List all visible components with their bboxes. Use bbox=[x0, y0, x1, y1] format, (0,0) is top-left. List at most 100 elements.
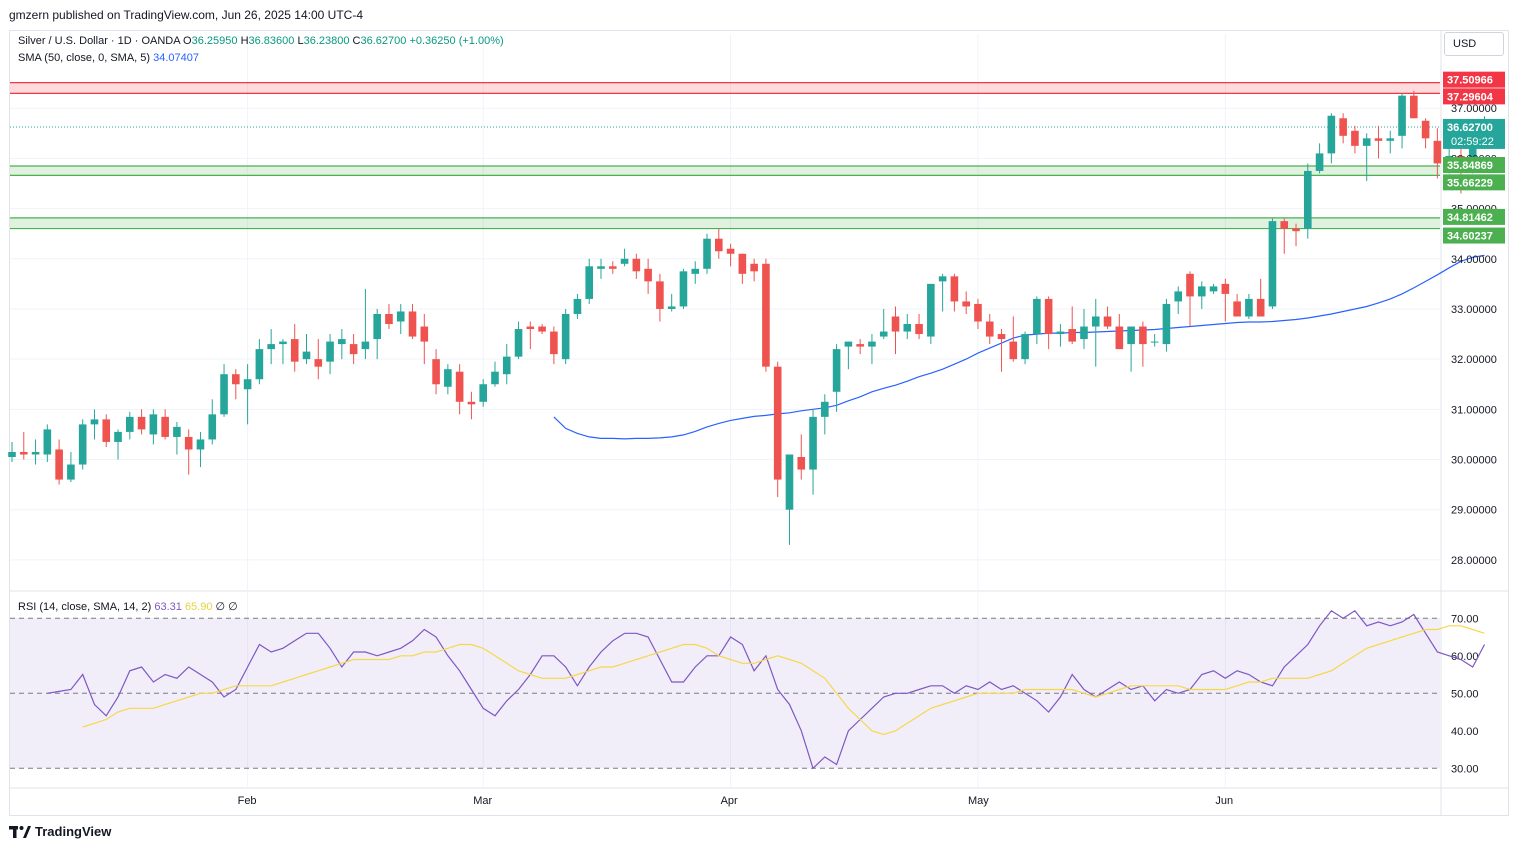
candle-up bbox=[1245, 298, 1253, 317]
candle-up bbox=[67, 464, 75, 480]
candle-down bbox=[161, 416, 169, 437]
candle-down bbox=[644, 268, 652, 282]
candle-up bbox=[703, 238, 711, 269]
candle-down bbox=[915, 324, 923, 335]
candle-up bbox=[149, 414, 158, 435]
candle-up bbox=[1327, 115, 1336, 154]
rsi-extra: ∅ ∅ bbox=[215, 601, 238, 613]
candle-up bbox=[1080, 326, 1088, 340]
candle-down bbox=[608, 266, 617, 269]
candle-up bbox=[1468, 143, 1477, 161]
candle-up bbox=[903, 324, 912, 332]
candle-up bbox=[573, 298, 582, 314]
candle-up bbox=[243, 379, 252, 390]
candle-down bbox=[1221, 283, 1230, 294]
candle-down bbox=[1292, 228, 1300, 232]
candle-down bbox=[1280, 221, 1289, 229]
candle-up bbox=[597, 266, 605, 269]
time-axis-label: Feb bbox=[238, 795, 257, 807]
rsi-axis-tick: 50.00 bbox=[1451, 688, 1479, 700]
candle-up bbox=[43, 429, 52, 455]
candle-down bbox=[738, 253, 747, 274]
rsi-axis-tick: 40.00 bbox=[1451, 726, 1479, 738]
candle-up bbox=[514, 329, 523, 357]
candle-up bbox=[938, 276, 947, 282]
candle-up bbox=[1268, 221, 1277, 307]
resistance-top-label: 37.50966 bbox=[1447, 75, 1493, 87]
candle-up bbox=[114, 431, 122, 442]
tradingview-logo-icon bbox=[9, 825, 31, 838]
candle-down bbox=[55, 449, 63, 480]
candle-down bbox=[985, 321, 994, 337]
sma-50-line bbox=[553, 254, 1485, 440]
resistance-zone bbox=[10, 82, 1440, 94]
candle-down bbox=[1186, 273, 1194, 297]
candle-down bbox=[1339, 118, 1347, 136]
support-zone bbox=[10, 166, 1440, 176]
low-value: 36.23800 bbox=[303, 35, 350, 47]
candle-up bbox=[679, 271, 688, 307]
candle-down bbox=[1009, 341, 1018, 360]
rsi-legend: RSI (14, close, SMA, 14, 2) 63.31 65.90 … bbox=[18, 600, 238, 613]
price-axis-tick: 28.00000 bbox=[1451, 555, 1497, 567]
currency-selector[interactable]: USD bbox=[1444, 32, 1504, 56]
candle-up bbox=[338, 339, 346, 345]
candle-up bbox=[821, 401, 829, 417]
candle-up bbox=[267, 344, 275, 350]
candle-down bbox=[232, 374, 240, 385]
resistance-top-label-bg bbox=[1443, 71, 1505, 88]
candle-down bbox=[137, 416, 146, 430]
candle-up bbox=[373, 313, 381, 340]
candle-up bbox=[620, 258, 629, 264]
resistance-bottom-label: 37.29604 bbox=[1447, 91, 1494, 103]
candle-down bbox=[750, 263, 758, 272]
rsi-axis-tick: 30.00 bbox=[1451, 763, 1479, 775]
candle-down bbox=[1256, 298, 1265, 317]
high-value: 36.83600 bbox=[248, 35, 295, 47]
support-zone bbox=[10, 217, 1440, 229]
symbol-title: Silver / U.S. Dollar · 1D · OANDA bbox=[18, 35, 180, 47]
open-value: 36.25950 bbox=[191, 35, 238, 47]
candle-down bbox=[797, 457, 806, 470]
candle-up bbox=[785, 454, 794, 510]
candle-down bbox=[314, 359, 323, 367]
candle-up bbox=[326, 341, 334, 362]
candle-down bbox=[1433, 140, 1442, 164]
candle-down bbox=[656, 281, 664, 309]
candle-up bbox=[444, 369, 452, 387]
candle-up bbox=[1091, 316, 1100, 327]
candle-up bbox=[361, 341, 370, 350]
price-axis-tick: 37.00000 bbox=[1451, 103, 1497, 115]
sma-value: 34.07407 bbox=[153, 52, 200, 64]
candle-up bbox=[255, 349, 264, 380]
candle-up bbox=[173, 426, 181, 437]
candle-down bbox=[1115, 326, 1124, 350]
rsi-ma-line bbox=[82, 625, 1485, 736]
candle-down bbox=[1351, 130, 1359, 146]
candle-up bbox=[1209, 286, 1218, 292]
tradingview-logo[interactable]: TradingView bbox=[9, 824, 111, 839]
rsi-ma-value: 65.90 bbox=[184, 601, 213, 613]
rsi-label: RSI (14, close, SMA, 14, 2) bbox=[18, 601, 152, 613]
candle-down bbox=[184, 436, 193, 450]
published-header: gmzern published on TradingView.com, Jun… bbox=[9, 8, 363, 22]
candle-up bbox=[868, 341, 876, 347]
price-axis-tick: 33.00000 bbox=[1451, 304, 1497, 316]
support-bottom-label: 35.66229 bbox=[1447, 177, 1493, 189]
candle-up bbox=[279, 341, 287, 345]
candle-up bbox=[220, 374, 228, 415]
candle-down bbox=[420, 326, 429, 342]
candle-down bbox=[1139, 326, 1147, 345]
candle-down bbox=[726, 248, 735, 254]
support2-bottom-label: 34.60237 bbox=[1447, 231, 1493, 243]
candle-down bbox=[385, 313, 393, 325]
candle-up bbox=[1150, 341, 1159, 343]
candle-up bbox=[1362, 138, 1371, 146]
candle-up bbox=[1398, 95, 1406, 136]
candle-up bbox=[491, 371, 499, 385]
candle-up bbox=[8, 451, 16, 458]
candle-down bbox=[1233, 301, 1241, 317]
candle-up bbox=[809, 416, 817, 470]
candle-up bbox=[479, 384, 487, 402]
